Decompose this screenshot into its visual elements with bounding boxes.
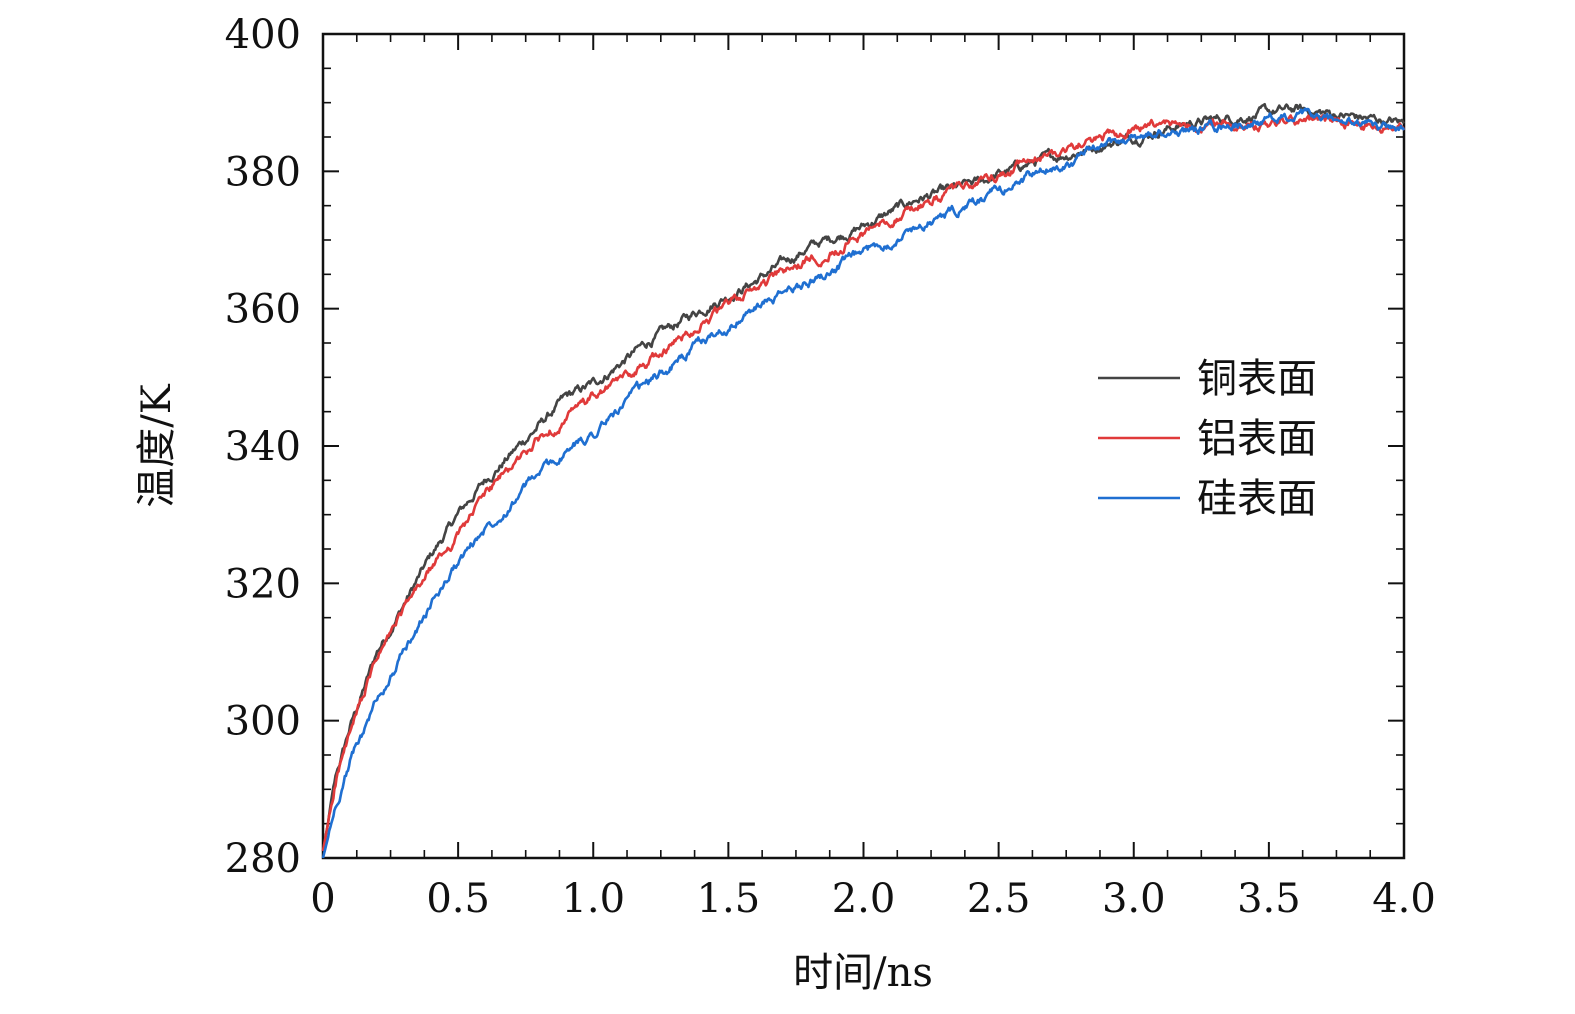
x-tick-label: 1.0 [561, 876, 625, 922]
y-tick-label: 300 [225, 699, 301, 745]
y-tick-label: 340 [225, 424, 301, 470]
legend: 铜表面 铝表面 硅表面 [1098, 356, 1317, 522]
x-tick-label: 0 [310, 876, 335, 922]
series-line-silicon [321, 107, 1406, 859]
x-tick-label: 1.5 [697, 876, 761, 922]
x-tick-label: 4.0 [1372, 876, 1436, 922]
legend-label-copper: 铜表面 [1197, 356, 1317, 402]
y-tick-label: 400 [225, 12, 301, 58]
y-axis-title: 温度/K [134, 383, 180, 507]
y-tick-label: 360 [225, 287, 301, 333]
y-tick-label: 380 [225, 149, 301, 195]
legend-label-aluminum: 铝表面 [1197, 416, 1317, 462]
y-tick-label: 280 [225, 836, 301, 882]
y-tick-label: 320 [225, 561, 301, 607]
series-line-aluminum [321, 114, 1406, 852]
legend-label-silicon: 硅表面 [1197, 476, 1317, 522]
x-tick-label: 3.5 [1237, 876, 1301, 922]
series-layer [321, 103, 1406, 859]
x-tick-label: 2.0 [832, 876, 896, 922]
x-tick-label: 3.0 [1102, 876, 1166, 922]
ticks-layer: 0 0.5 1.0 1.5 2.0 2.5 3.0 3.5 4.0 280 300 320 340 360… [225, 12, 1436, 922]
x-tick-label: 0.5 [426, 876, 490, 922]
x-tick-label: 2.5 [967, 876, 1031, 922]
x-axis-title: 时间/ns [793, 950, 933, 996]
